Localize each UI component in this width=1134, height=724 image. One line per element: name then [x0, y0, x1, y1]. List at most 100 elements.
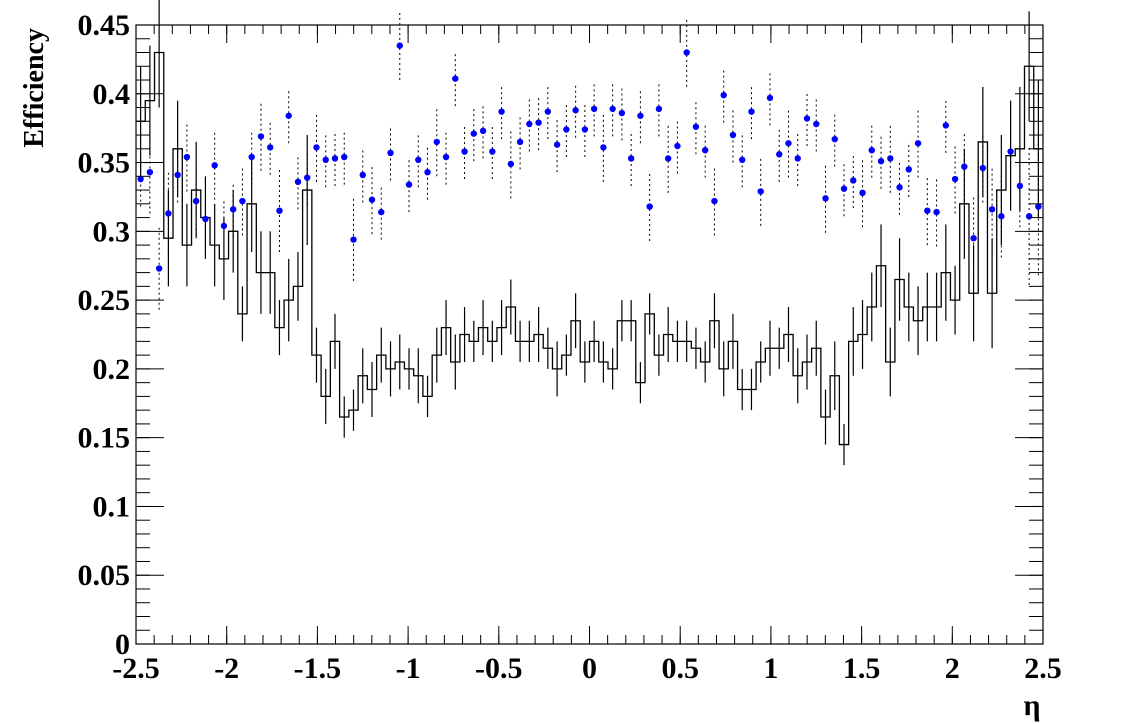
data-point — [924, 207, 931, 214]
data-point — [581, 126, 589, 133]
data-point — [544, 108, 552, 115]
data-point — [766, 94, 774, 102]
data-point — [850, 177, 857, 184]
data-point — [229, 206, 237, 213]
data-point — [470, 130, 478, 137]
data-point — [776, 151, 783, 158]
data-point — [192, 197, 200, 205]
data-point — [313, 144, 320, 151]
data-point — [961, 163, 968, 170]
data-point — [822, 195, 829, 202]
x-axis-label: η — [1023, 689, 1040, 722]
data-point — [785, 140, 792, 147]
data-point — [452, 75, 459, 82]
x-tick-label: 0 — [582, 652, 597, 685]
data-point — [896, 184, 903, 191]
data-point — [248, 153, 255, 161]
data-point — [757, 188, 764, 195]
data-point — [165, 210, 172, 217]
data-point — [331, 155, 339, 162]
data-point — [711, 197, 718, 205]
data-point — [1007, 148, 1014, 155]
y-tick-label: 0.15 — [78, 422, 131, 455]
data-point — [1025, 213, 1033, 220]
data-point — [729, 131, 737, 139]
x-tick-label: 1.5 — [843, 652, 881, 685]
y-tick-label: 0.1 — [93, 490, 131, 523]
data-point — [433, 138, 440, 146]
x-tick-label: -1 — [396, 652, 421, 685]
x-tick-label: 1 — [763, 652, 778, 685]
data-point — [664, 155, 672, 162]
data-point — [341, 153, 348, 161]
data-point — [572, 107, 579, 114]
data-point — [498, 108, 505, 115]
y-tick-label: 0.25 — [78, 284, 131, 317]
data-point — [239, 197, 246, 205]
data-point — [387, 149, 394, 157]
histogram-step-line — [136, 51, 1043, 446]
data-point — [479, 127, 487, 135]
data-point — [627, 155, 635, 162]
data-point — [257, 133, 265, 140]
data-point — [183, 153, 191, 161]
data-point — [979, 164, 987, 172]
x-tick-label: -2 — [214, 652, 239, 685]
data-point — [988, 206, 996, 213]
data-point — [211, 162, 218, 169]
tick-labels: -2.5 -2 -1.5 -1 -0.5 0 0.5 1 1.5 2 2.5 0 0.05 0.1 0.15… — [78, 9, 1062, 685]
data-point — [840, 185, 848, 192]
data-point — [868, 146, 875, 154]
data-point — [618, 109, 626, 117]
x-tick-label: -0.5 — [475, 652, 523, 685]
data-point — [220, 222, 228, 230]
data-point — [609, 105, 616, 113]
data-point — [507, 160, 515, 168]
axis-ticks — [135, 24, 1044, 645]
data-point — [970, 235, 977, 242]
data-point — [489, 148, 496, 155]
data-point — [646, 203, 653, 210]
data-point — [350, 236, 357, 243]
data-point — [266, 144, 274, 151]
data-point — [174, 171, 181, 179]
data-point — [563, 126, 570, 133]
data-point — [655, 105, 663, 113]
data-point — [359, 171, 366, 179]
data-point — [396, 42, 403, 49]
x-tick-label: 0.5 — [661, 652, 699, 685]
data-point — [461, 148, 468, 155]
data-point — [368, 196, 376, 203]
data-point — [304, 174, 311, 181]
data-point — [933, 208, 940, 216]
data-point — [202, 215, 209, 223]
y-tick-label: 0.2 — [93, 353, 131, 386]
data-point — [553, 141, 561, 148]
data-point — [859, 189, 866, 197]
data-point — [692, 123, 700, 130]
data-point — [905, 166, 913, 173]
data-point — [424, 168, 431, 176]
data-point — [276, 207, 283, 214]
data-point — [1016, 182, 1024, 190]
y-tick-label: 0.35 — [78, 147, 131, 180]
data-point — [322, 156, 329, 164]
data-point — [748, 108, 755, 115]
data-point — [683, 49, 690, 56]
data-point — [415, 156, 422, 164]
data-point — [590, 105, 598, 113]
y-tick-label: 0.3 — [93, 215, 131, 248]
data-point — [701, 146, 709, 154]
y-tick-label: 0.45 — [78, 9, 131, 42]
data-point — [914, 140, 922, 147]
y-tick-label: 0 — [115, 628, 130, 661]
data-point — [674, 142, 681, 150]
data-point — [516, 138, 524, 146]
data-point — [526, 120, 533, 128]
marker-series — [137, 11, 1042, 310]
data-point — [877, 157, 885, 165]
data-point — [1035, 203, 1042, 210]
y-tick-label: 0.05 — [78, 559, 131, 592]
data-point — [137, 175, 144, 183]
